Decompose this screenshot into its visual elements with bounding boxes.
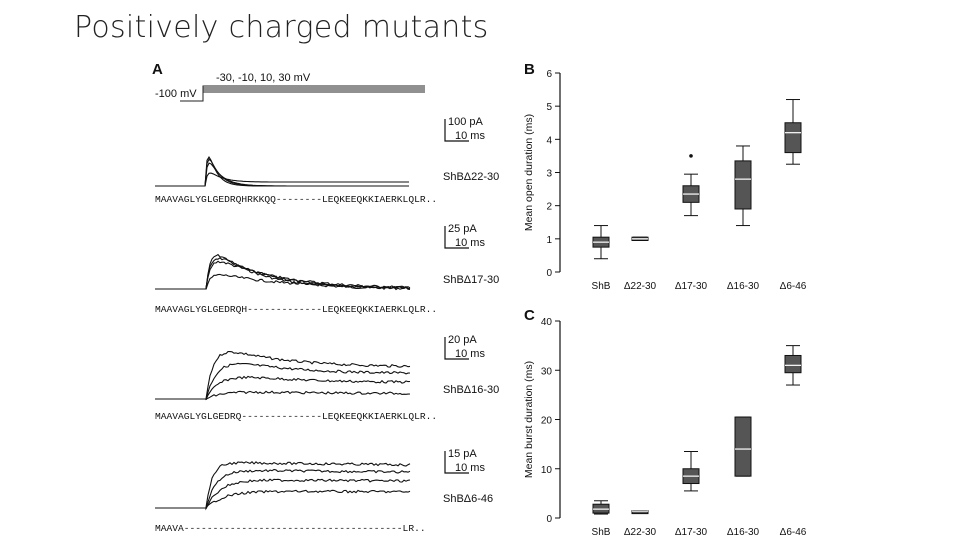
voltage-protocol [180, 85, 425, 102]
panel-b: B 0 1 2 3 4 5 6 Mean open duration (ms) ShB Δ22-3… [523, 61, 807, 292]
construct-label: ShBΔ6-46 [443, 493, 493, 505]
current-trace [155, 390, 411, 401]
y-tick-label: 0 [546, 514, 552, 525]
current-trace [155, 273, 411, 290]
box [784, 345, 802, 386]
sequence-label: MAAVAGLYGLGEDRQHRKKQQ--------LEQKEEQKKIA… [155, 194, 437, 205]
panel-a-label: A [152, 61, 163, 78]
scale-bar [444, 119, 469, 142]
category-label: Δ6-46 [780, 281, 807, 292]
y-tick-label: 40 [541, 317, 553, 328]
trace-group: 20 pA 10 ms ShBΔ16-30 MAAVAGLYGLGEDRQ------… [155, 334, 499, 422]
category-label: Δ6-46 [780, 527, 807, 538]
current-trace [155, 375, 411, 400]
y-tick-label: 1 [546, 235, 552, 246]
box [592, 500, 610, 515]
box [682, 154, 700, 217]
box-plot: 0 10 20 30 40 Mean burst duration (ms) ShB Δ22-… [523, 317, 807, 538]
box [734, 416, 752, 477]
y-axis-label: Mean burst duration (ms) [523, 361, 535, 478]
y-tick-label: 2 [546, 202, 552, 213]
y-tick-label: 6 [546, 69, 552, 80]
box [734, 145, 752, 227]
panel-a: A -30, -10, 10, 30 mV -100 mV 100 pA 10 m… [152, 61, 499, 534]
box-iqr [784, 354, 802, 374]
construct-label: ShBΔ16-30 [443, 384, 499, 396]
current-trace [155, 468, 411, 510]
box-plot: 0 1 2 3 4 5 6 Mean open duration (ms) ShB Δ22-30 Δ… [523, 69, 807, 292]
scale-bar [444, 451, 469, 474]
construct-label: ShBΔ22-30 [443, 171, 499, 183]
sequence-label: MAAVAGLYGLGEDRQ--------------LEQKEEQKKIA… [155, 411, 437, 422]
sequence-label: MAAVA-----------------------------------… [155, 523, 426, 534]
current-trace [155, 489, 411, 509]
current-trace [155, 478, 411, 511]
box-iqr [784, 122, 802, 154]
box [631, 236, 649, 241]
y-tick-label: 10 [541, 465, 553, 476]
category-label: ShB [592, 527, 611, 538]
y-tick-label: 5 [546, 102, 552, 113]
box [682, 451, 700, 492]
scale-time-label: 10 ms [455, 348, 485, 360]
y-tick-label: 4 [546, 135, 552, 146]
box [592, 225, 610, 260]
category-label: ShB [592, 281, 611, 292]
box [784, 99, 802, 165]
scale-current-label: 25 pA [448, 223, 477, 235]
current-trace [155, 253, 411, 291]
scale-current-label: 15 pA [448, 448, 477, 460]
category-label: Δ22-30 [624, 527, 657, 538]
scale-bar [444, 337, 469, 360]
slide-title: Positively charged mutants [74, 10, 489, 45]
scale-current-label: 20 pA [448, 334, 477, 346]
y-axis-label: Mean open duration (ms) [523, 114, 535, 231]
category-label: Δ22-30 [624, 281, 657, 292]
y-tick-label: 20 [541, 416, 553, 427]
y-tick-label: 3 [546, 169, 552, 180]
current-trace [155, 461, 411, 509]
scale-time-label: 10 ms [455, 462, 485, 474]
box-iqr [734, 416, 752, 477]
trace-group: 15 pA 10 ms ShBΔ6-46 MAAVA-----------------… [155, 448, 493, 534]
construct-label: ShBΔ17-30 [443, 274, 499, 286]
category-label: Δ16-30 [727, 527, 760, 538]
current-trace [155, 362, 411, 400]
category-label: Δ17-30 [675, 281, 708, 292]
sequence-label: MAAVAGLYGLGEDRQH-------------LEQKEEQKKIA… [155, 304, 437, 315]
current-trace [155, 162, 409, 187]
current-trace [155, 172, 409, 187]
y-tick-label: 0 [546, 268, 552, 279]
box-iqr [734, 160, 752, 210]
protocol-holding-label: -100 mV [155, 88, 197, 100]
category-label: Δ16-30 [727, 281, 760, 292]
panel-c: C 0 10 20 30 40 Mean burst duration (ms) ShB Δ2… [523, 307, 807, 538]
outlier-point [689, 154, 693, 158]
y-tick-label: 30 [541, 366, 553, 377]
scale-bar [444, 226, 469, 249]
trace-group: 25 pA 10 ms ShBΔ17-30 MAAVAGLYGLGEDRQH-----… [155, 223, 499, 315]
scale-time-label: 10 ms [455, 130, 485, 142]
box [631, 510, 649, 515]
panel-b-label: B [524, 61, 535, 78]
panel-c-label: C [524, 307, 535, 324]
scale-current-label: 100 pA [448, 116, 484, 128]
trace-group: 100 pA 10 ms ShBΔ22-30 MAAVAGLYGLGEDRQHRKKQ… [155, 116, 499, 205]
current-trace [155, 351, 411, 400]
current-trace [155, 260, 411, 290]
protocol-step-label: -30, -10, 10, 30 mV [216, 72, 311, 84]
current-trace [155, 257, 411, 290]
category-label: Δ17-30 [675, 527, 708, 538]
scale-time-label: 10 ms [455, 237, 485, 249]
